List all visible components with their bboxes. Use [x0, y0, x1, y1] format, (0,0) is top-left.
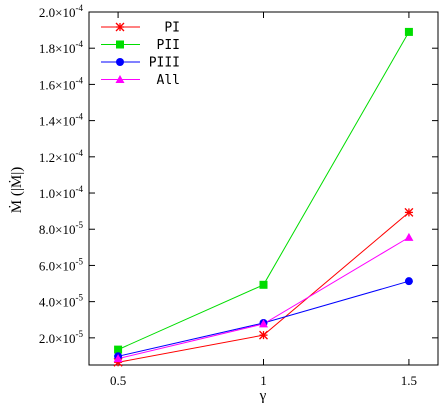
x-axis-label: γ — [259, 388, 267, 404]
y-tick-label: 4.0×10-5 — [39, 293, 84, 310]
data-point — [259, 330, 268, 340]
data-point — [113, 354, 123, 363]
series-layer — [113, 27, 414, 367]
series-line — [117, 236, 410, 360]
x-tick-label: 0.5 — [110, 373, 126, 388]
plot-frame — [88, 11, 439, 366]
y-tick-label: 2.0×10-5 — [39, 329, 84, 346]
data-point — [114, 345, 123, 354]
y-tick-label: 1.6×10-4 — [39, 75, 84, 92]
y-tick-label: 1.0×10-4 — [39, 184, 84, 201]
data-point — [404, 277, 413, 286]
x-axis-ticks: 0.5 1 1.5 — [110, 12, 417, 388]
legend-label: PI — [164, 21, 180, 36]
data-point — [404, 232, 414, 241]
data-point — [404, 207, 414, 217]
x-tick-label: 1.5 — [401, 373, 417, 388]
y-axis-label: Ṁ (|Ṁ|) — [9, 167, 25, 213]
y-tick-label: 8.0×10-5 — [39, 220, 84, 237]
legend-marker — [116, 40, 124, 49]
legend-marker — [116, 58, 124, 66]
y-tick-label: 1.4×10-4 — [39, 112, 84, 129]
series-line — [117, 280, 410, 357]
data-point — [259, 280, 268, 289]
legend-marker — [115, 75, 125, 83]
x-tick-label: 1 — [260, 373, 267, 388]
legend-marker — [115, 22, 125, 32]
legend: PI PII PIII All — [101, 21, 180, 88]
legend-label: PII — [157, 38, 180, 53]
data-point — [259, 319, 268, 328]
y-axis-ticks: 2.0×10-5 4.0×10-5 6.0×10-5 8.0×10-5 1.0×10-4… — [39, 3, 438, 346]
data-point — [404, 27, 413, 36]
legend-label: All — [157, 73, 180, 88]
y-tick-label: 6.0×10-5 — [39, 256, 84, 273]
y-tick-label: 1.8×10-4 — [39, 39, 84, 56]
y-tick-label: 1.2×10-4 — [39, 148, 84, 165]
y-tick-label: 2.0×10-4 — [39, 3, 84, 20]
legend-label: PIII — [149, 56, 180, 71]
